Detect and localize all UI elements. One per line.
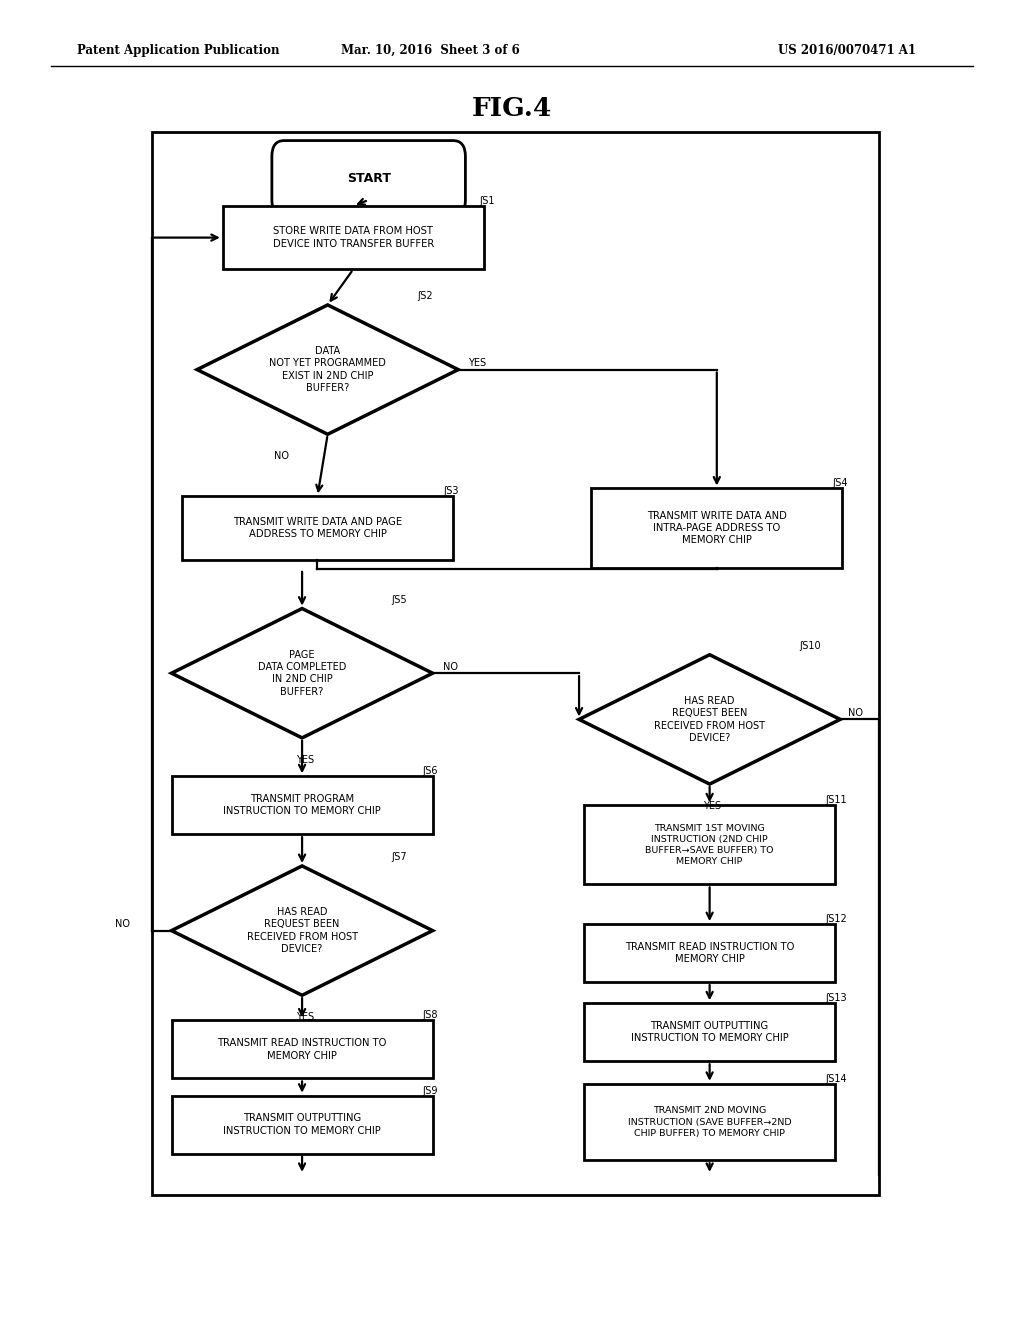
Text: TRANSMIT 2ND MOVING
INSTRUCTION (SAVE BUFFER→2ND
CHIP BUFFER) TO MEMORY CHIP: TRANSMIT 2ND MOVING INSTRUCTION (SAVE BU…	[628, 1106, 792, 1138]
Text: ʃS7: ʃS7	[391, 851, 408, 862]
Text: Patent Application Publication: Patent Application Publication	[77, 44, 280, 57]
Text: ʃS1: ʃS1	[478, 195, 495, 206]
Text: YES: YES	[296, 1012, 313, 1023]
Text: YES: YES	[296, 755, 313, 766]
Text: HAS READ
REQUEST BEEN
RECEIVED FROM HOST
DEVICE?: HAS READ REQUEST BEEN RECEIVED FROM HOST…	[247, 907, 357, 954]
Text: NO: NO	[274, 451, 290, 462]
Text: TRANSMIT PROGRAM
INSTRUCTION TO MEMORY CHIP: TRANSMIT PROGRAM INSTRUCTION TO MEMORY C…	[223, 795, 381, 816]
Text: ʃS5: ʃS5	[391, 594, 408, 605]
Bar	[222, 206, 483, 269]
Text: ʃS3: ʃS3	[442, 486, 459, 496]
Text: TRANSMIT READ INSTRUCTION TO
MEMORY CHIP: TRANSMIT READ INSTRUCTION TO MEMORY CHIP	[625, 942, 795, 964]
Bar	[584, 805, 836, 884]
Text: DATA
NOT YET PROGRAMMED
EXIST IN 2ND CHIP
BUFFER?: DATA NOT YET PROGRAMMED EXIST IN 2ND CHI…	[269, 346, 386, 393]
Text: ʃS4: ʃS4	[831, 478, 848, 488]
Text: ʃS13: ʃS13	[824, 993, 847, 1003]
Text: NO: NO	[442, 661, 458, 672]
Text: ʃS2: ʃS2	[418, 290, 433, 301]
Text: US 2016/0070471 A1: US 2016/0070471 A1	[778, 44, 916, 57]
Bar	[171, 1096, 432, 1154]
Text: ʃS14: ʃS14	[824, 1073, 847, 1084]
Text: NO: NO	[848, 708, 863, 718]
Bar	[171, 1020, 432, 1078]
Text: TRANSMIT READ INSTRUCTION TO
MEMORY CHIP: TRANSMIT READ INSTRUCTION TO MEMORY CHIP	[217, 1039, 387, 1060]
Text: TRANSMIT OUTPUTTING
INSTRUCTION TO MEMORY CHIP: TRANSMIT OUTPUTTING INSTRUCTION TO MEMOR…	[223, 1114, 381, 1135]
Text: ʃS8: ʃS8	[422, 1010, 438, 1020]
Text: TRANSMIT WRITE DATA AND
INTRA-PAGE ADDRESS TO
MEMORY CHIP: TRANSMIT WRITE DATA AND INTRA-PAGE ADDRE…	[647, 511, 786, 545]
Bar	[584, 924, 836, 982]
Text: ʃS12: ʃS12	[824, 913, 847, 924]
Text: ʃS9: ʃS9	[422, 1085, 438, 1096]
Text: TRANSMIT 1ST MOVING
INSTRUCTION (2ND CHIP
BUFFER→SAVE BUFFER) TO
MEMORY CHIP: TRANSMIT 1ST MOVING INSTRUCTION (2ND CHI…	[645, 824, 774, 866]
Text: START: START	[347, 172, 390, 185]
Text: ʃS11: ʃS11	[824, 795, 847, 805]
Bar	[171, 776, 432, 834]
Bar	[182, 496, 453, 560]
Bar	[584, 1003, 836, 1061]
Text: TRANSMIT OUTPUTTING
INSTRUCTION TO MEMORY CHIP: TRANSMIT OUTPUTTING INSTRUCTION TO MEMOR…	[631, 1022, 788, 1043]
Text: YES: YES	[469, 358, 486, 368]
Polygon shape	[171, 866, 432, 995]
FancyBboxPatch shape	[271, 140, 465, 215]
Text: STORE WRITE DATA FROM HOST
DEVICE INTO TRANSFER BUFFER: STORE WRITE DATA FROM HOST DEVICE INTO T…	[272, 227, 434, 248]
Bar	[152, 132, 879, 1195]
Bar	[584, 1084, 836, 1160]
Text: ʃS10: ʃS10	[799, 640, 821, 651]
Text: NO: NO	[115, 919, 130, 929]
Text: FIG.4: FIG.4	[472, 96, 552, 120]
Text: Mar. 10, 2016  Sheet 3 of 6: Mar. 10, 2016 Sheet 3 of 6	[341, 44, 519, 57]
Polygon shape	[171, 609, 432, 738]
Polygon shape	[197, 305, 459, 434]
Text: HAS READ
REQUEST BEEN
RECEIVED FROM HOST
DEVICE?: HAS READ REQUEST BEEN RECEIVED FROM HOST…	[654, 696, 765, 743]
Bar	[591, 488, 842, 568]
Text: TRANSMIT WRITE DATA AND PAGE
ADDRESS TO MEMORY CHIP: TRANSMIT WRITE DATA AND PAGE ADDRESS TO …	[232, 517, 402, 539]
Text: YES: YES	[703, 801, 721, 812]
Polygon shape	[579, 655, 840, 784]
Text: ʃS6: ʃS6	[422, 766, 438, 776]
Text: PAGE
DATA COMPLETED
IN 2ND CHIP
BUFFER?: PAGE DATA COMPLETED IN 2ND CHIP BUFFER?	[258, 649, 346, 697]
